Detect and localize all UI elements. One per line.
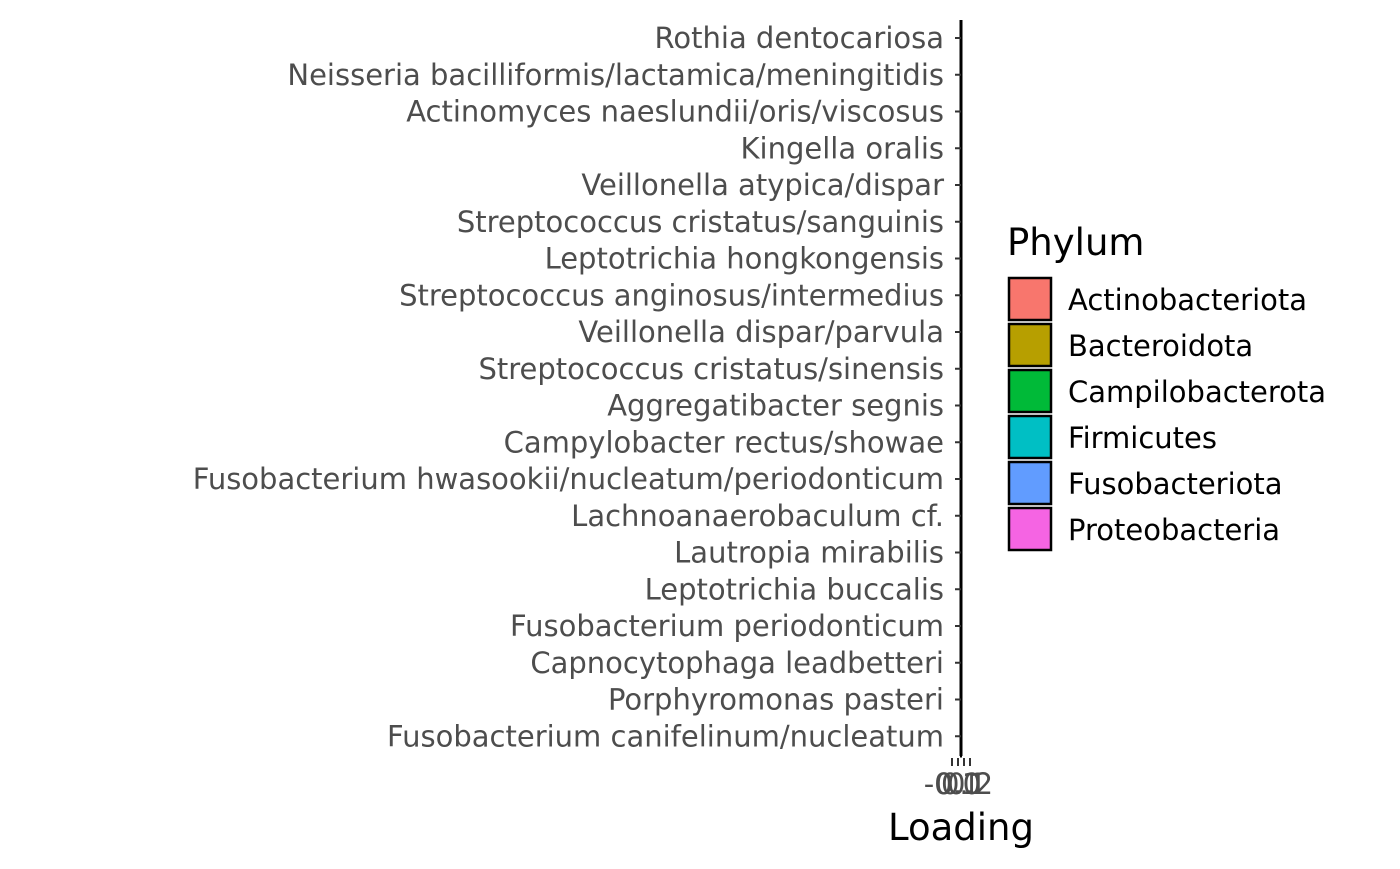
- legend-swatch: [1007, 276, 1053, 322]
- y-tick-label: Rothia dentocariosa: [655, 21, 944, 55]
- y-tick-label: Aggregatibacter segnis: [607, 389, 944, 423]
- x-tick-label: 0.1: [941, 767, 987, 801]
- x-tick-label: 0.0: [935, 767, 981, 801]
- legend-label: Campilobacterota: [1068, 375, 1326, 409]
- y-tick-label: Streptococcus cristatus/sanguinis: [457, 205, 944, 239]
- legend-swatch: [1007, 414, 1053, 460]
- y-tick-label: Actinomyces naeslundii/oris/viscosus: [406, 95, 944, 129]
- legend-label: Actinobacteriota: [1068, 283, 1307, 317]
- x-tick-label: 0.2: [947, 767, 993, 801]
- y-tick-label: Fusobacterium hwasookii/nucleatum/period…: [193, 462, 944, 496]
- legend-swatch: [1007, 460, 1053, 506]
- y-tick-label: Lachnoanaerobaculum cf.: [571, 499, 944, 533]
- y-tick-label: Capnocytophaga leadbetteri: [530, 646, 944, 680]
- legend-swatch: [1007, 322, 1053, 368]
- y-tick-label: Porphyromonas pasteri: [608, 683, 944, 717]
- y-tick-label: Neisseria bacilliformis/lactamica/mening…: [287, 58, 944, 92]
- legend-label: Fusobacteriota: [1068, 467, 1283, 501]
- y-tick-label: Leptotrichia hongkongensis: [545, 242, 944, 276]
- x-axis-title: Loading: [888, 806, 1034, 849]
- legend: Phylum Actinobacteriota Bacteroidota Campi…: [1007, 221, 1326, 552]
- y-tick-label: Campylobacter rectus/showae: [504, 425, 944, 459]
- y-tick-label: Veillonella dispar/parvula: [578, 315, 944, 349]
- x-tick-label: -0.1: [924, 767, 981, 801]
- y-tick-label: Fusobacterium canifelinum/nucleatum: [387, 719, 944, 753]
- legend-swatch: [1007, 368, 1053, 414]
- y-tick-label: Kingella oralis: [741, 131, 944, 165]
- legend-title: Phylum: [1007, 221, 1144, 264]
- y-tick-label: Leptotrichia buccalis: [645, 572, 944, 606]
- y-tick-label: Streptococcus cristatus/sinensis: [478, 352, 944, 386]
- x-axis: -0.10.00.10.2: [924, 754, 993, 801]
- legend-label: Bacteroidota: [1068, 329, 1253, 363]
- y-tick-label: Streptococcus anginosus/intermedius: [399, 278, 944, 312]
- legend-label: Firmicutes: [1068, 421, 1217, 455]
- legend-swatch: [1007, 506, 1053, 552]
- y-tick-label: Fusobacterium periodonticum: [510, 609, 944, 643]
- legend-label: Proteobacteria: [1068, 513, 1280, 547]
- y-tick-label: Veillonella atypica/dispar: [581, 168, 944, 202]
- y-tick-label: Lautropia mirabilis: [674, 536, 944, 570]
